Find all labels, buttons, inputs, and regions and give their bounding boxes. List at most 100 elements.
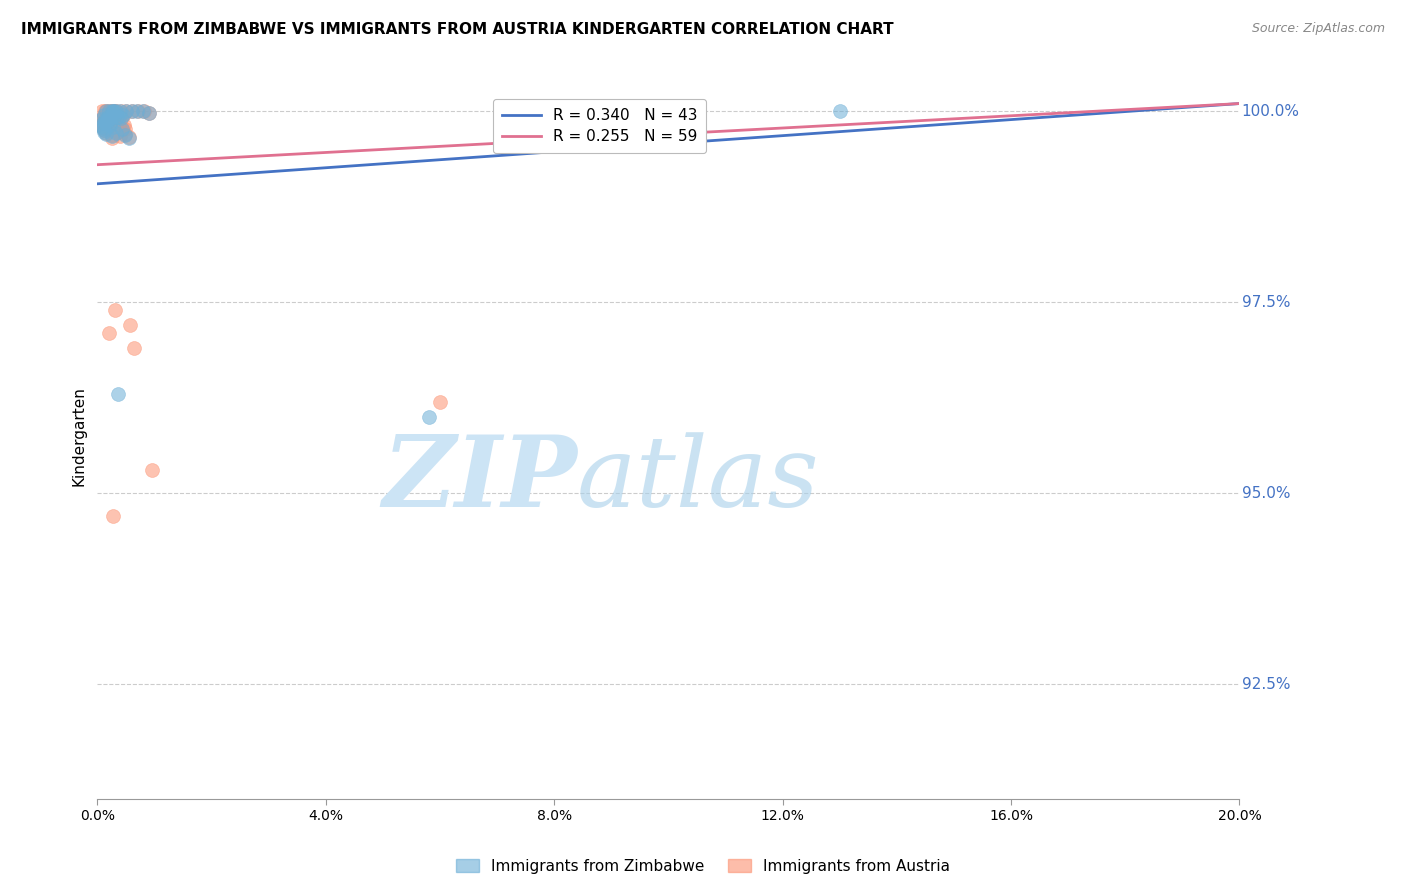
Point	[138, 106, 160, 120]
Point	[93, 123, 115, 137]
Point	[96, 110, 118, 124]
Point	[110, 104, 132, 119]
Text: 100.0%: 100.0%	[1241, 103, 1299, 119]
Point	[105, 126, 128, 140]
Point	[101, 128, 124, 142]
Point	[91, 113, 114, 128]
Point	[103, 108, 125, 122]
Point	[90, 112, 112, 126]
Point	[104, 104, 127, 119]
Point	[94, 115, 117, 129]
Point	[104, 104, 127, 119]
Y-axis label: Kindergarten: Kindergarten	[72, 386, 86, 486]
Point	[100, 104, 122, 119]
Point	[94, 114, 117, 128]
Point	[103, 104, 125, 119]
Point	[97, 326, 120, 340]
Point	[94, 112, 117, 126]
Point	[100, 116, 122, 130]
Point	[118, 131, 141, 145]
Point	[107, 125, 129, 139]
Point	[108, 128, 131, 143]
Point	[98, 118, 121, 132]
Point	[94, 104, 117, 119]
Point	[107, 387, 129, 401]
Point	[108, 110, 131, 124]
Point	[98, 112, 121, 127]
Point	[94, 113, 117, 128]
Point	[93, 108, 115, 122]
Point	[124, 341, 146, 355]
Point	[94, 104, 117, 119]
Point	[112, 108, 135, 122]
Point	[121, 104, 143, 119]
Point	[105, 104, 128, 119]
Point	[100, 116, 122, 130]
Point	[91, 120, 114, 134]
Point	[828, 104, 851, 119]
Point	[101, 104, 124, 119]
Point	[107, 109, 129, 123]
Point	[132, 104, 155, 119]
Point	[121, 104, 143, 119]
Point	[97, 111, 120, 125]
Point	[103, 109, 125, 123]
Point	[138, 105, 160, 120]
Point	[91, 118, 114, 132]
Point	[97, 116, 120, 130]
Text: Source: ZipAtlas.com: Source: ZipAtlas.com	[1251, 22, 1385, 36]
Point	[114, 128, 136, 142]
Point	[97, 104, 120, 119]
Point	[108, 120, 131, 134]
Point	[112, 107, 135, 121]
Text: ZIP: ZIP	[382, 432, 576, 528]
Point	[114, 121, 136, 136]
Point	[101, 131, 124, 145]
Point	[91, 121, 114, 136]
Text: atlas: atlas	[576, 432, 820, 527]
Point	[101, 120, 124, 135]
Point	[98, 104, 121, 119]
Point	[111, 121, 134, 136]
Point	[110, 123, 132, 137]
Point	[112, 118, 135, 132]
Point	[91, 111, 114, 125]
Point	[96, 104, 118, 119]
Legend: Immigrants from Zimbabwe, Immigrants from Austria: Immigrants from Zimbabwe, Immigrants fro…	[450, 853, 956, 880]
Point	[115, 104, 138, 119]
Point	[105, 110, 128, 124]
Text: 92.5%: 92.5%	[1241, 677, 1291, 692]
Point	[418, 409, 440, 424]
Text: 95.0%: 95.0%	[1241, 486, 1291, 500]
Point	[105, 125, 128, 139]
Point	[127, 104, 149, 119]
Point	[96, 115, 118, 129]
Point	[91, 104, 114, 119]
Point	[114, 127, 136, 141]
Point	[91, 116, 114, 130]
Point	[120, 318, 142, 333]
Point	[93, 125, 115, 139]
Point	[111, 111, 134, 125]
Point	[108, 104, 131, 119]
Point	[94, 127, 117, 141]
Point	[429, 394, 451, 409]
Point	[141, 463, 163, 477]
Point	[110, 111, 132, 125]
Point	[98, 113, 121, 128]
Point	[93, 120, 115, 134]
Point	[93, 114, 115, 128]
Point	[100, 111, 122, 125]
Point	[104, 302, 127, 317]
Point	[97, 112, 120, 126]
Text: 97.5%: 97.5%	[1241, 294, 1291, 310]
Point	[97, 122, 120, 136]
Point	[108, 109, 131, 123]
Point	[103, 509, 125, 524]
Point	[132, 104, 155, 119]
Point	[96, 127, 118, 141]
Point	[115, 104, 138, 119]
Text: IMMIGRANTS FROM ZIMBABWE VS IMMIGRANTS FROM AUSTRIA KINDERGARTEN CORRELATION CHA: IMMIGRANTS FROM ZIMBABWE VS IMMIGRANTS F…	[21, 22, 894, 37]
Legend: R = 0.340   N = 43, R = 0.255   N = 59: R = 0.340 N = 43, R = 0.255 N = 59	[494, 99, 706, 153]
Point	[97, 120, 120, 135]
